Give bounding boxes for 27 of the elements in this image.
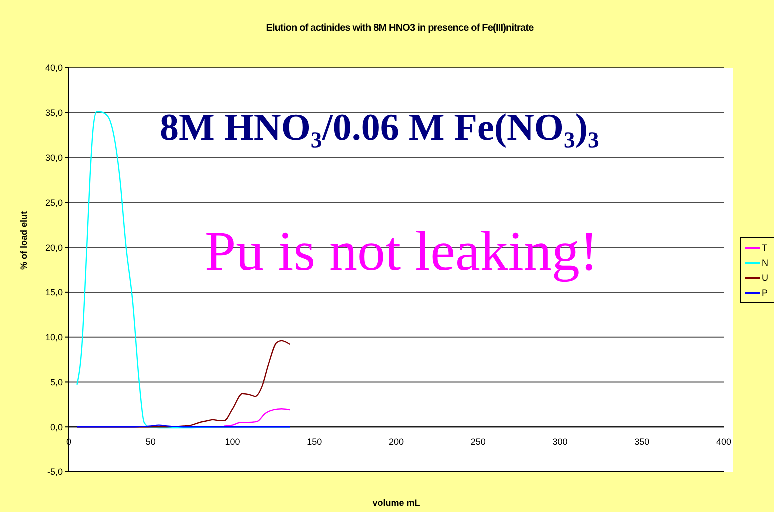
legend-label: U — [762, 272, 768, 282]
y-tick-label: 40,0 — [45, 63, 63, 74]
y-tick-label: 10,0 — [45, 332, 63, 343]
x-tick-label: 200 — [388, 437, 404, 448]
y-tick-label: 30,0 — [45, 152, 63, 163]
x-tick-label: 150 — [307, 437, 322, 448]
chart-title: Elution of actinides with 8M HNO3 in presence of Fe(III)nitrate — [265, 23, 535, 34]
legend-label: T — [762, 242, 768, 252]
legend-label: N — [762, 258, 768, 268]
annotation: 8M HNO₃/0.06 M Fe(NO₃)₃ — [160, 107, 600, 150]
x-tick-label: 400 — [716, 437, 732, 448]
y-axis-title: % of load elut — [19, 211, 30, 270]
y-tick-label: -5,0 — [47, 467, 63, 478]
y-tick-label: 0,0 — [50, 422, 63, 432]
x-tick-label: 100 — [225, 437, 240, 448]
x-tick-label: 50 — [146, 437, 156, 448]
x-tick-label: 300 — [552, 437, 568, 448]
x-axis-title: volume mL — [372, 498, 421, 508]
y-tick-label: 25,0 — [45, 198, 63, 208]
line-series — [224, 408, 291, 427]
x-tick-label: 250 — [470, 437, 486, 448]
y-tick-label: 5,0 — [50, 377, 63, 388]
x-tick-label: 350 — [634, 437, 650, 448]
y-tick-label: 15,0 — [45, 288, 63, 298]
y-tick-label: 20,0 — [45, 242, 63, 253]
legend-label: P — [762, 288, 768, 298]
y-tick-label: 35,0 — [45, 108, 63, 118]
